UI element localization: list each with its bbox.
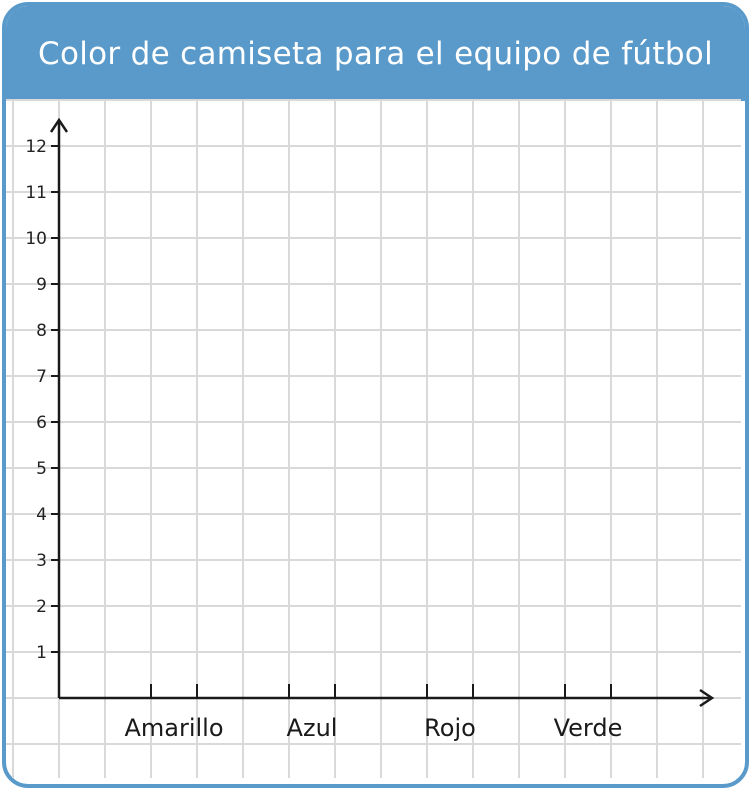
grid (6, 99, 741, 778)
ticks (51, 145, 612, 698)
y-axis-arrow (49, 117, 69, 133)
y-tick-label: 10 (25, 229, 47, 249)
y-tick-label: 4 (36, 505, 47, 525)
x-tick-label: Rojo (424, 714, 476, 742)
y-tick-label: 2 (36, 597, 47, 617)
y-tick-label: 5 (36, 459, 47, 479)
y-tick-label: 6 (36, 413, 47, 433)
x-tick-label: Azul (287, 714, 338, 742)
chart-title: Color de camiseta para el equipo de fútb… (6, 6, 745, 101)
x-axis-arrow (699, 688, 715, 708)
x-tick-label: Verde (554, 714, 623, 742)
y-tick-label: 9 (36, 275, 47, 295)
y-tick-label: 7 (36, 367, 47, 387)
y-tick-label: 3 (36, 551, 47, 571)
y-tick-label: 11 (25, 183, 47, 203)
y-tick-label: 12 (25, 137, 47, 157)
x-tick-label: Amarillo (124, 714, 223, 742)
y-tick-label: 1 (36, 643, 47, 663)
y-tick-label: 8 (36, 321, 47, 341)
axes (49, 117, 715, 708)
